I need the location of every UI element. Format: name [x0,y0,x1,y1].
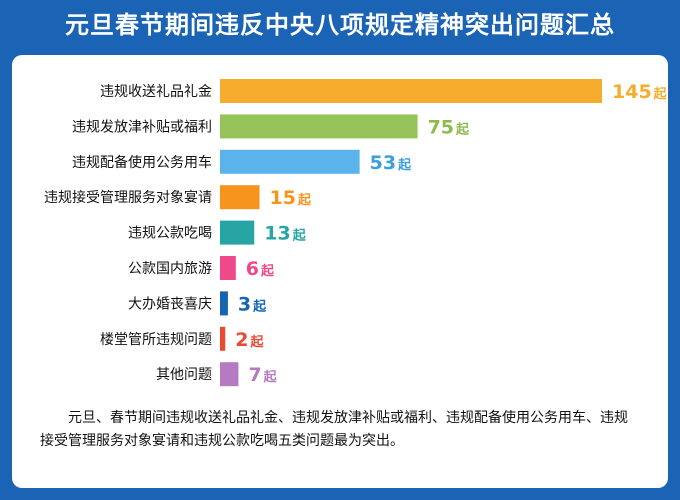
category-label: 违规接受管理服务对象宴请 [44,189,212,206]
bar [220,220,255,245]
category-label: 大办婚丧喜庆 [128,296,212,312]
bar [220,149,360,174]
category-label: 其他问题 [156,367,212,383]
category-label: 违规收送礼品礼金 [100,84,212,100]
category-label: 楼堂管所违规问题 [100,332,212,348]
bar [220,362,239,387]
value-label: 75 起 [428,116,470,138]
category-label: 违规公款吃喝 [128,226,212,242]
value-label: 145 起 [612,81,668,103]
bar [220,291,228,316]
summary-note: 元旦、春节期间违规收送礼品礼金、违规发放津补贴或福利、违规配备使用公务用车、违规… [40,410,628,449]
page-title: 元旦春节期间违反中央八项规定精神突出问题汇总 [65,11,615,39]
bar [220,185,260,210]
value-label: 15 起 [270,187,312,209]
category-label: 违规配备使用公务用车 [72,154,212,171]
category-label: 违规发放津补贴或福利 [72,119,212,135]
bar [220,79,602,103]
bar [220,114,418,139]
bar [220,326,226,351]
bar [220,256,236,280]
value-label: 13 起 [264,223,306,245]
value-label: 53 起 [370,152,412,174]
chart-panel: 违规收送礼品礼金 145 起违规发放津补贴或福利 75 起违规配备使用公务用车 53 起违规… [12,55,668,488]
category-label: 公款国内旅游 [128,261,212,277]
